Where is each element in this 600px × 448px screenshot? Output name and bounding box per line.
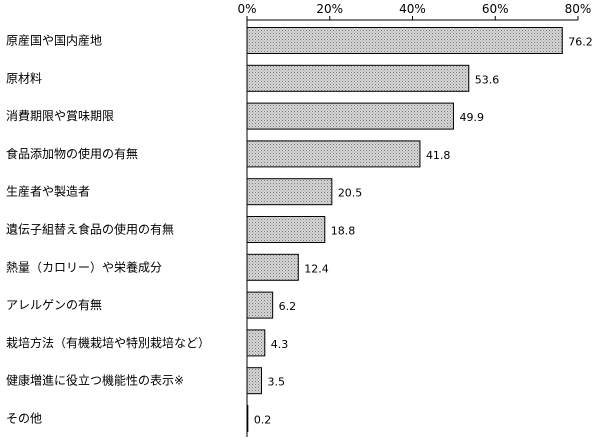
value-label: 12.4	[304, 262, 329, 275]
value-label: 49.9	[459, 111, 484, 124]
category-label: 熱量（カロリー）や栄養成分	[6, 259, 162, 274]
plot-area: 0% 20% 40% 60% 80% 原産国や国内産地 76.2 原材料 53.6 消費期限や賞味…	[6, 2, 593, 437]
value-label: 3.5	[267, 376, 285, 389]
x-tick-label: 0%	[237, 2, 256, 16]
category-label: 遺伝子組替え食品の使用の有無	[6, 222, 174, 237]
category-label: その他	[6, 412, 42, 426]
category-label: 食品添加物の使用の有無	[6, 146, 138, 161]
value-label: 20.5	[338, 187, 363, 200]
value-label: 18.8	[331, 225, 356, 238]
bar	[246, 102, 454, 130]
value-label: 41.8	[426, 149, 451, 162]
bar	[246, 216, 326, 243]
bar	[246, 27, 563, 54]
bar	[246, 253, 299, 281]
x-tick-label: 40%	[399, 2, 426, 16]
value-label: 4.3	[271, 338, 289, 351]
category-label: 原産国や国内産地	[6, 33, 102, 48]
category-label: 栽培方法（有機栽培や特別栽培など）	[6, 335, 210, 350]
category-label: 健康増進に役立つ機能性の表示※	[6, 373, 184, 388]
bar	[246, 64, 470, 92]
value-label: 53.6	[475, 73, 500, 86]
value-label: 0.2	[254, 414, 272, 427]
x-tick-label: 60%	[482, 2, 509, 16]
category-label: 生産者や製造者	[6, 184, 90, 199]
bar	[246, 178, 333, 206]
bar	[246, 140, 421, 168]
category-label: 原材料	[6, 71, 42, 85]
x-tick-label: 80%	[565, 2, 592, 16]
x-tick-label: 20%	[316, 2, 343, 16]
bar	[246, 291, 274, 319]
value-label: 76.2	[568, 36, 593, 49]
bar	[246, 367, 262, 395]
category-label: アレルゲンの有無	[6, 297, 102, 312]
category-label: 消費期限や賞味期限	[6, 108, 114, 123]
value-label: 6.2	[279, 300, 297, 313]
bar	[246, 329, 266, 357]
bar	[246, 405, 249, 432]
